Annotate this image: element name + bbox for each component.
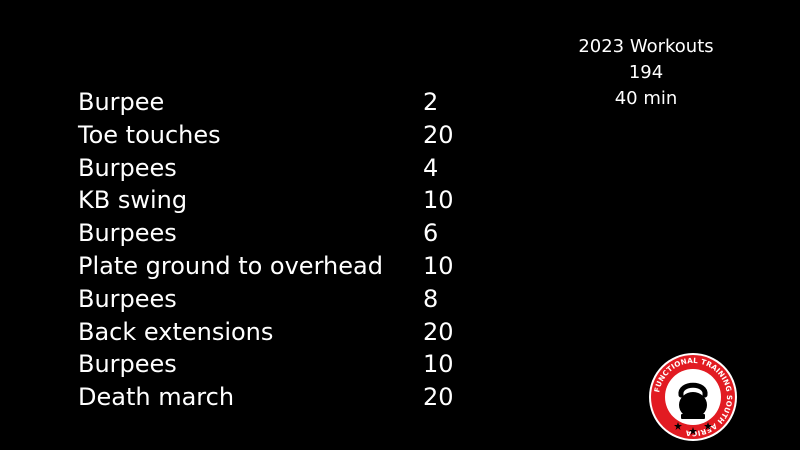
exercise-name: Back extensions <box>78 317 274 346</box>
exercise-reps: 6 <box>423 219 439 248</box>
exercise-name: Burpee <box>78 88 165 116</box>
exercise-name: Burpees <box>78 284 177 313</box>
exercise-name: Burpees <box>78 350 177 379</box>
exercise-name: KB swing <box>78 186 188 215</box>
workout-row: Burpees 10 <box>78 348 478 381</box>
logo-stars <box>674 422 712 435</box>
workout-info: 2023 Workouts 194 40 min <box>546 34 746 112</box>
workouts-year-label: 2023 Workouts <box>578 36 714 57</box>
exercise-name: Plate ground to overhead <box>78 251 383 280</box>
workout-duration: 40 min <box>614 88 678 109</box>
exercise-reps: 20 <box>423 317 454 346</box>
workout-row: Plate ground to overhead 10 <box>78 250 478 283</box>
exercise-reps: 4 <box>423 153 439 182</box>
exercise-reps: 20 <box>423 120 454 149</box>
workout-list: Burpee 2 Toe touches 20 Burpees 4 KB swi… <box>78 86 478 414</box>
exercise-reps: 10 <box>423 251 454 280</box>
logo: FUNCTIONAL TRAINING SOUTH AFRICA <box>648 352 738 442</box>
exercise-name: Death march <box>78 383 235 412</box>
workout-row: Burpees 4 <box>78 152 478 185</box>
exercise-name: Toe touches <box>78 120 221 149</box>
workout-row: Burpees 6 <box>78 217 478 250</box>
workout-row: Back extensions 20 <box>78 316 478 349</box>
workout-count: 194 <box>628 62 664 83</box>
workout-row: KB swing 10 <box>78 184 478 217</box>
exercise-reps: 2 <box>423 88 439 116</box>
kettlebell-icon <box>678 382 708 419</box>
exercise-name: Burpees <box>78 219 177 248</box>
exercise-reps: 8 <box>423 284 439 313</box>
exercise-name: Burpees <box>78 153 177 182</box>
exercise-reps: 10 <box>423 350 454 379</box>
workout-row: Death march 20 <box>78 381 478 414</box>
workout-row: Toe touches 20 <box>78 119 478 152</box>
exercise-reps: 10 <box>423 186 454 215</box>
workout-row: Burpees 8 <box>78 283 478 316</box>
workout-row: Burpee 2 <box>78 86 478 119</box>
exercise-reps: 20 <box>423 383 454 412</box>
